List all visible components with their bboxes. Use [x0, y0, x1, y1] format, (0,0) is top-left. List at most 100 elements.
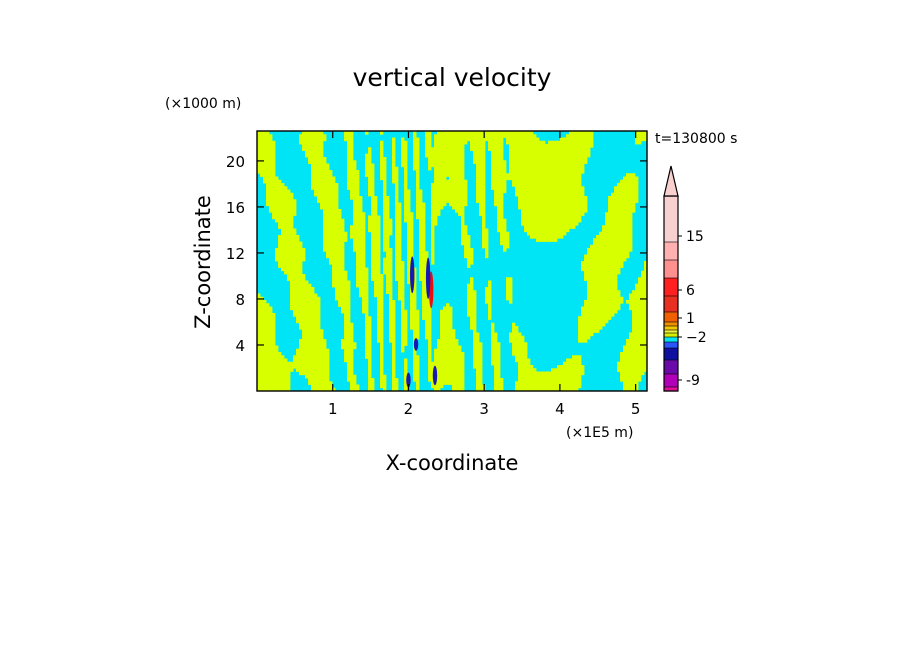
- field-band: [380, 131, 384, 135]
- field-band: [266, 199, 297, 203]
- field-band: [587, 251, 630, 255]
- field-band: [560, 137, 594, 142]
- field-band: [614, 189, 639, 194]
- field-band: [506, 296, 513, 301]
- field-band: [365, 339, 372, 343]
- field-band: [401, 348, 405, 353]
- field-band: [401, 306, 405, 311]
- field-band: [323, 228, 345, 233]
- field-band: [629, 335, 647, 340]
- field-band: [401, 335, 408, 340]
- field-band: [470, 316, 477, 320]
- field-band: [356, 264, 366, 268]
- field-band: [563, 361, 582, 366]
- field-band: [509, 332, 522, 337]
- field-band: [377, 332, 384, 337]
- field-band: [473, 365, 483, 369]
- field-band: [278, 264, 303, 268]
- field-band: [320, 202, 339, 207]
- field-band: [470, 140, 486, 145]
- field-band: [407, 225, 414, 229]
- field-band: [467, 313, 477, 317]
- field-band: [431, 231, 435, 236]
- field-band: [485, 287, 492, 291]
- field-band: [431, 183, 468, 187]
- field-band: [509, 335, 525, 340]
- field-band: [389, 316, 396, 320]
- field-band: [386, 254, 393, 259]
- field-band: [491, 352, 501, 356]
- field-band: [362, 306, 369, 311]
- field-band: [311, 186, 339, 190]
- field-band: [308, 157, 327, 161]
- field-band: [257, 147, 276, 151]
- field-band: [494, 384, 504, 389]
- field-band: [377, 296, 384, 301]
- field-band: [506, 280, 513, 285]
- field-band: [518, 205, 588, 210]
- field-band: [404, 186, 408, 190]
- field-band: [395, 196, 399, 200]
- field-band: [392, 179, 399, 184]
- field-band: [584, 257, 627, 262]
- field-band: [383, 215, 390, 220]
- field-band: [383, 270, 393, 275]
- field-band: [428, 166, 432, 171]
- field-band: [491, 329, 495, 333]
- field-band: [608, 199, 639, 203]
- field-band: [428, 378, 465, 382]
- field-band: [290, 306, 321, 311]
- field-band: [257, 368, 294, 372]
- field-band: [395, 274, 405, 278]
- field-band: [371, 209, 378, 213]
- field-band: [410, 316, 420, 320]
- field-band: [620, 374, 642, 379]
- x-axis-label: X-coordinate: [386, 451, 519, 475]
- field-band: [368, 225, 381, 229]
- colorbar-segment: [663, 359, 679, 375]
- field-band: [383, 238, 390, 242]
- field-band: [269, 205, 297, 210]
- field-band: [407, 241, 414, 246]
- y-axis: 4 8 12 16 20: [226, 153, 647, 355]
- field-band: [257, 316, 276, 320]
- field-band: [365, 170, 375, 174]
- field-band: [359, 287, 369, 291]
- field-band: [320, 205, 339, 210]
- field-band: [347, 157, 354, 161]
- field-band: [515, 355, 528, 359]
- field-band: [380, 144, 384, 148]
- field-band: [434, 348, 462, 353]
- field-band: [257, 374, 291, 379]
- field-band: [515, 381, 582, 385]
- field-band: [266, 202, 297, 207]
- field-band: [416, 173, 420, 177]
- field-band: [488, 316, 492, 320]
- field-band: [500, 241, 510, 246]
- field-band: [476, 170, 486, 174]
- field-band: [509, 339, 525, 343]
- field-band: [362, 296, 369, 301]
- field-band: [371, 241, 381, 246]
- field-band: [494, 189, 507, 194]
- field-band: [479, 212, 486, 216]
- field-band: [371, 199, 378, 203]
- field-band: [635, 131, 647, 135]
- field-band: [437, 339, 459, 343]
- field-band: [461, 222, 465, 226]
- field-band: [281, 231, 297, 236]
- field-band: [485, 296, 492, 301]
- field-band: [365, 352, 372, 356]
- field-band: [344, 358, 354, 363]
- field-band: [377, 309, 384, 314]
- field-band: [407, 261, 414, 265]
- field-band: [578, 316, 612, 320]
- field-band: [392, 342, 396, 346]
- field-band: [632, 319, 647, 324]
- field-band: [431, 384, 444, 389]
- field-band: [578, 322, 606, 327]
- field-band: [404, 218, 414, 223]
- field-band: [380, 374, 387, 379]
- field-band: [395, 254, 402, 259]
- x-tick-label: 1: [328, 400, 338, 418]
